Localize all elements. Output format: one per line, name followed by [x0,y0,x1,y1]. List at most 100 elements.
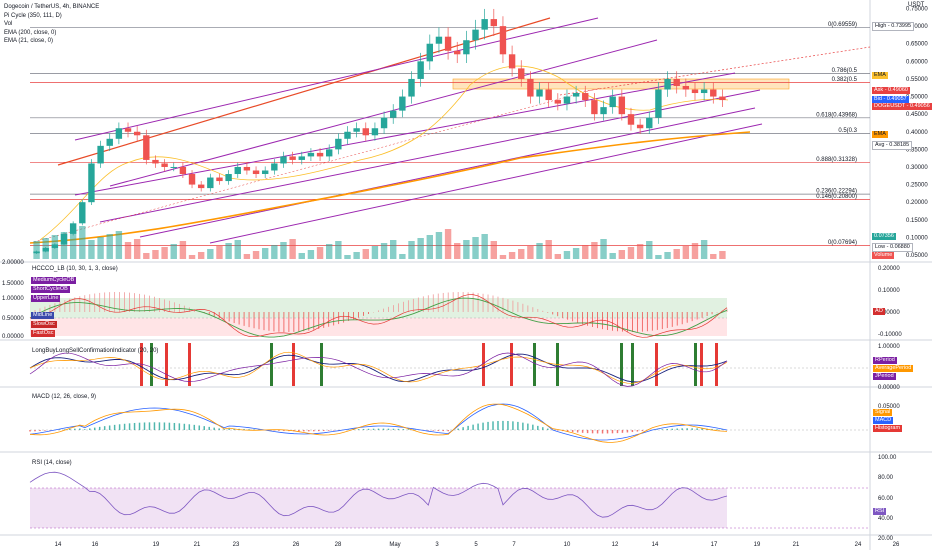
time-tick: 23 [233,542,240,548]
candle-body [307,152,315,157]
volume-bar [362,249,369,259]
candle-body [289,156,296,160]
legend-tag: JPeriod [873,373,896,380]
supply-zone [452,78,790,90]
legend-tag: Histogram [873,425,903,432]
volume-bar [444,229,452,259]
longbuy-title[interactable]: LongBuyLongSellConfirmationIndicator (20… [32,348,158,354]
legend-tag: EMA [872,131,888,138]
candle-body [499,26,507,55]
pane-tick: 1.00000 [878,344,900,350]
candle-body [179,166,187,175]
candle-body [188,174,196,185]
volume-bar [298,253,305,259]
volume-bar [51,235,59,259]
long-buy-signal-bars [140,343,718,386]
candle-body [335,138,342,150]
price-tick: 0.15000 [906,218,928,224]
candle-body [133,131,141,136]
volume-bar [380,243,388,259]
time-tick: 17 [711,542,718,548]
candle-body [582,93,589,101]
time-tick: 3 [435,542,439,548]
rsi-title[interactable]: RSI (14, close) [32,460,72,466]
volume-bar [133,239,141,259]
indicator-ema-21[interactable]: EMA (21, close, 0) [4,38,54,45]
candle-body [252,170,260,175]
volume-bar [554,254,562,259]
price-tick: 0.25000 [906,183,928,189]
candle-body [152,159,159,164]
currency-label: USDT [908,2,925,8]
volume-bar [710,254,717,259]
signal-bar [694,343,697,386]
macd-title[interactable]: MACD (12, 26, close, 9) [32,394,96,400]
price-tag: Low - 0.06880 [872,243,913,252]
candle-body [591,100,598,115]
volume-bar [508,252,516,259]
candle-body [572,93,580,97]
signal-bar [270,343,273,386]
rperiod-line [29,353,728,383]
volume-bar [655,255,662,259]
volume-bar [472,237,479,259]
pane-tick: 20.00 [878,536,894,542]
time-tick: 19 [754,542,761,548]
legend-tag: MidLine [31,312,55,319]
indicator-ema-200[interactable]: EMA (200, close, 0) [4,29,57,36]
volume-bar [289,239,296,259]
candle-body [234,166,241,175]
candle-body [508,54,516,69]
pane-tick: 100.00 [878,455,897,461]
rsi-line [29,471,728,518]
volume-bar [463,240,470,259]
candle-body [79,202,86,224]
indicator-pi-cycle[interactable]: Pi Cycle (350, 111, D) [4,12,62,19]
candle-body [563,96,571,104]
candle-body [454,50,461,55]
time-tick: 12 [612,542,619,548]
candle-body [106,138,113,146]
volume-bar [170,244,177,259]
volume-bar [33,241,40,259]
symbol-title[interactable]: Dogecoin / TetherUS, 4h, BINANCE [4,4,100,10]
volume-bar [161,247,168,259]
indicator-vol[interactable]: Vol [4,21,13,28]
legend-tag: UpperLine [31,295,61,302]
pane-tick: 0.10000 [878,288,900,294]
averageperiod-line [29,351,728,384]
volume-bar [682,246,690,259]
pane-tick: 0.05000 [878,404,900,410]
candle-body [197,184,205,189]
signal-bar [631,343,634,386]
signal-bar [533,343,536,386]
pane-tick: 0.50000 [2,316,24,322]
volume-bar [316,247,324,259]
macd-histogram [29,420,723,434]
volume-bar [371,246,379,259]
ema-200-line [29,131,751,244]
volume-bar [518,249,525,259]
volume-bar [271,245,278,259]
pane-tick: 0.00000 [878,310,900,316]
chart-legend: Dogecoin / TetherUS, 4h, BINANCE Pi Cycl… [4,3,99,46]
signal-bar [165,343,168,386]
price-axis[interactable]: 0.75000 0.70000 0.65000 0.60000 0.55000 0.500… [2,7,928,542]
candle-body [143,135,150,160]
volume-bar [69,229,77,259]
price-tick: 0.60000 [906,59,928,65]
volume-bar [499,255,507,259]
hccco-fast-line [29,294,728,338]
hccco-title[interactable]: HCCCO_LB (10, 30, 1, 3, close) [32,266,118,272]
time-axis[interactable]: 14 16 19 21 23 26 28 May 3 5 7 10 12 14 17 19 21 24 26 [55,542,900,548]
price-tick: 0.75000 [906,7,928,13]
volume-bar [280,242,287,259]
legend-tag: RPeriod [873,357,897,364]
signal-bar [700,343,703,386]
pane-tick: 40.00 [878,516,894,522]
fib-label: 0.382(0.5 [832,77,858,83]
candle-body [371,128,379,136]
volume-bar [618,250,626,259]
legend-tag: Signal [873,409,893,416]
